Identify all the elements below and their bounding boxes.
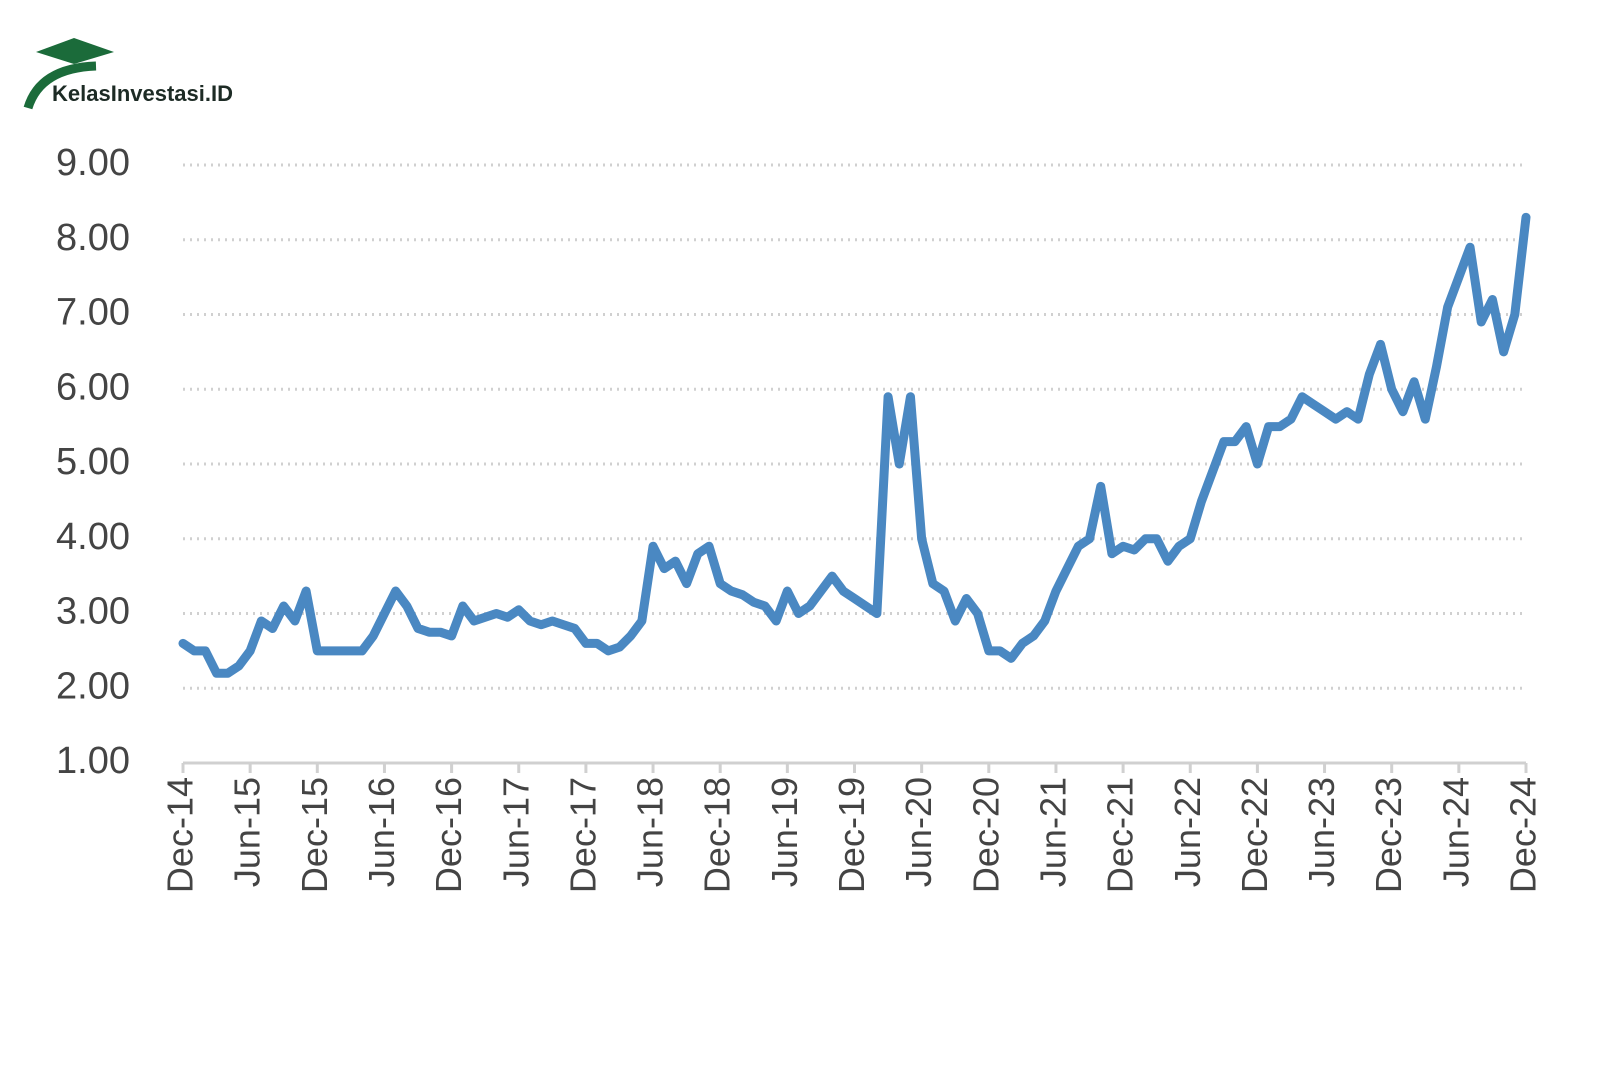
x-tick-label: Dec-23 <box>1368 777 1409 893</box>
x-tick-label: Jun-20 <box>898 777 939 887</box>
line <box>178 212 1531 678</box>
x-tick-label: Dec-24 <box>1503 777 1544 893</box>
x-tick-label: Dec-20 <box>965 777 1006 893</box>
logo-text: KelasInvestasi.ID <box>52 81 233 106</box>
x-tick-label: Dec-17 <box>562 777 603 893</box>
x-tick-label: Dec-21 <box>1100 777 1141 893</box>
y-tick-label: 1.00 <box>56 740 130 782</box>
x-tick-label: Jun-23 <box>1301 777 1342 887</box>
y-tick-label: 6.00 <box>56 366 130 408</box>
x-tick-label: Dec-15 <box>294 777 335 893</box>
x-tick-label: Jun-18 <box>630 777 671 887</box>
logo: KelasInvestasi.ID <box>23 38 233 110</box>
x-tick-label: Dec-22 <box>1234 777 1275 893</box>
x-tick-label: Dec-16 <box>428 777 469 893</box>
x-tick-label: Jun-19 <box>764 777 805 887</box>
y-tick-label: 7.00 <box>56 292 130 334</box>
y-tick-label: 8.00 <box>56 217 130 259</box>
logo-cap <box>36 38 114 64</box>
x-tick-label: Jun-22 <box>1167 777 1208 887</box>
y-tick-label: 3.00 <box>56 591 130 633</box>
y-tick-label: 2.00 <box>56 665 130 707</box>
y-tick-label: 9.00 <box>56 142 130 184</box>
x-tick-label: Dec-18 <box>697 777 738 893</box>
x-tick-label: Jun-16 <box>361 777 402 887</box>
x-tick-label: Jun-24 <box>1435 777 1476 887</box>
x-tick-label: Jun-21 <box>1032 777 1073 887</box>
x-tick-label: Dec-19 <box>831 777 872 893</box>
x-tick-label: Dec-14 <box>160 777 201 893</box>
x-tick-label: Jun-15 <box>227 777 268 887</box>
y-tick-label: 5.00 <box>56 441 130 483</box>
logo-arc <box>23 61 97 110</box>
y-tick-label: 4.00 <box>56 516 130 558</box>
x-tick-label: Jun-17 <box>495 777 536 887</box>
